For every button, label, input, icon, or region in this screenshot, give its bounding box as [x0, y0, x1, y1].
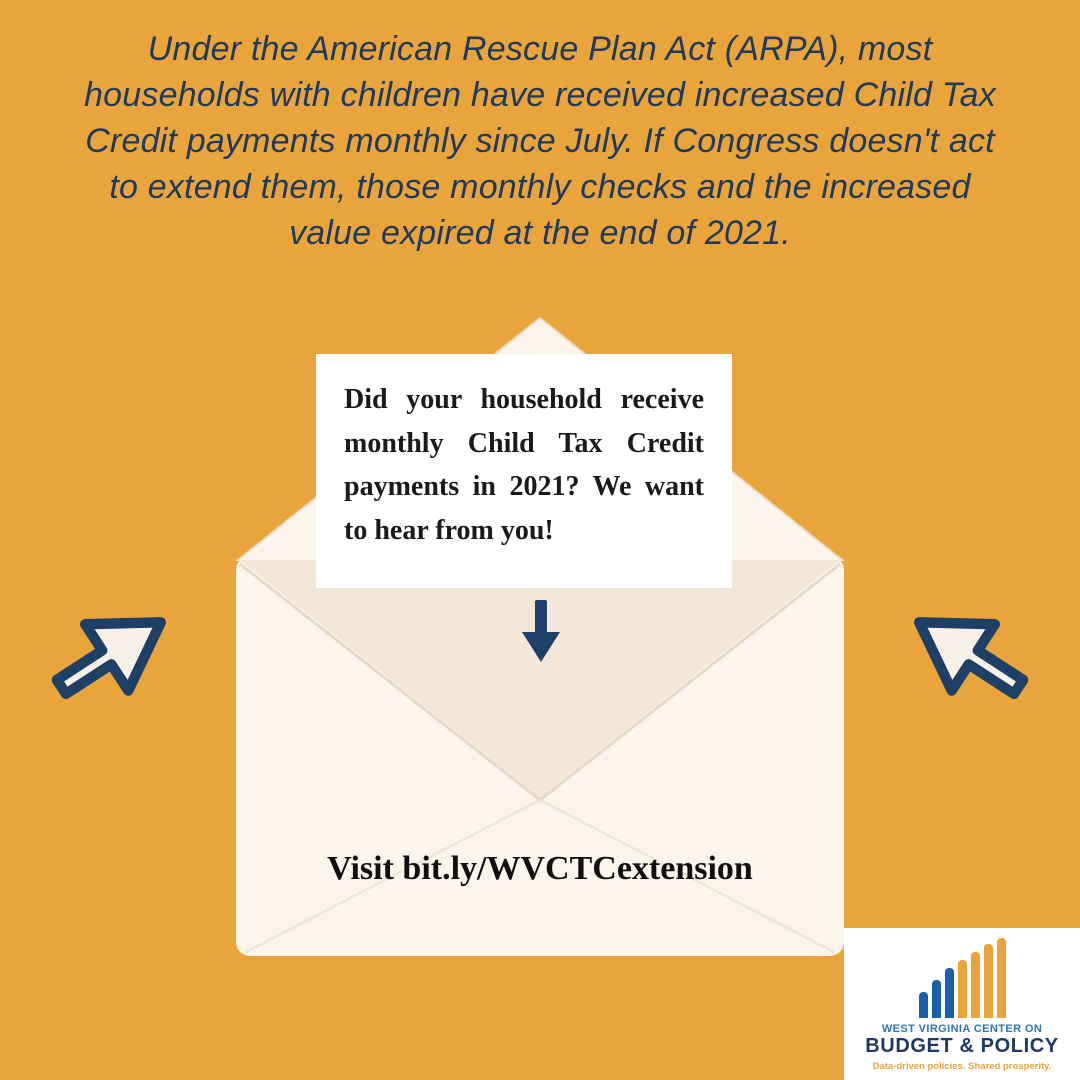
cta-link-text: Visit bit.ly/WVCTCextension: [327, 850, 753, 887]
headline-line: to extend them, those monthly checks and…: [109, 168, 971, 206]
logo-wvcbp: WEST VIRGINIA CENTER ON BUDGET & POLICY …: [844, 928, 1080, 1080]
envelope-illustration: Did your household receive monthly Child…: [230, 312, 850, 962]
letter-card-text: Did your household receive monthly Child…: [344, 384, 704, 547]
letter-card: Did your household receive monthly Child…: [316, 354, 732, 588]
logo-tagline: Data-driven policies. Shared prosperity.: [872, 1061, 1052, 1072]
cursor-arrow-icon: [51, 617, 167, 700]
headline-line: Credit payments monthly since July. If C…: [85, 122, 995, 160]
bar-chart-icon: [918, 936, 1006, 1018]
logo-org-line: WEST VIRGINIA CENTER ON: [881, 1023, 1043, 1035]
down-arrow-icon: [518, 598, 564, 668]
cursor-arrow-left-icon: [13, 565, 211, 744]
headline-line: households with children have received i…: [84, 76, 996, 114]
logo-name: BUDGET & POLICY: [865, 1035, 1059, 1057]
headline-line: Under the American Rescue Plan Act (ARPA…: [147, 30, 933, 68]
cursor-arrow-icon: [913, 617, 1029, 700]
headline-line: value expired at the end of 2021.: [289, 214, 791, 252]
cursor-arrow-right-icon: [869, 565, 1067, 744]
headline: Under the American Rescue Plan Act (ARPA…: [0, 26, 1080, 256]
